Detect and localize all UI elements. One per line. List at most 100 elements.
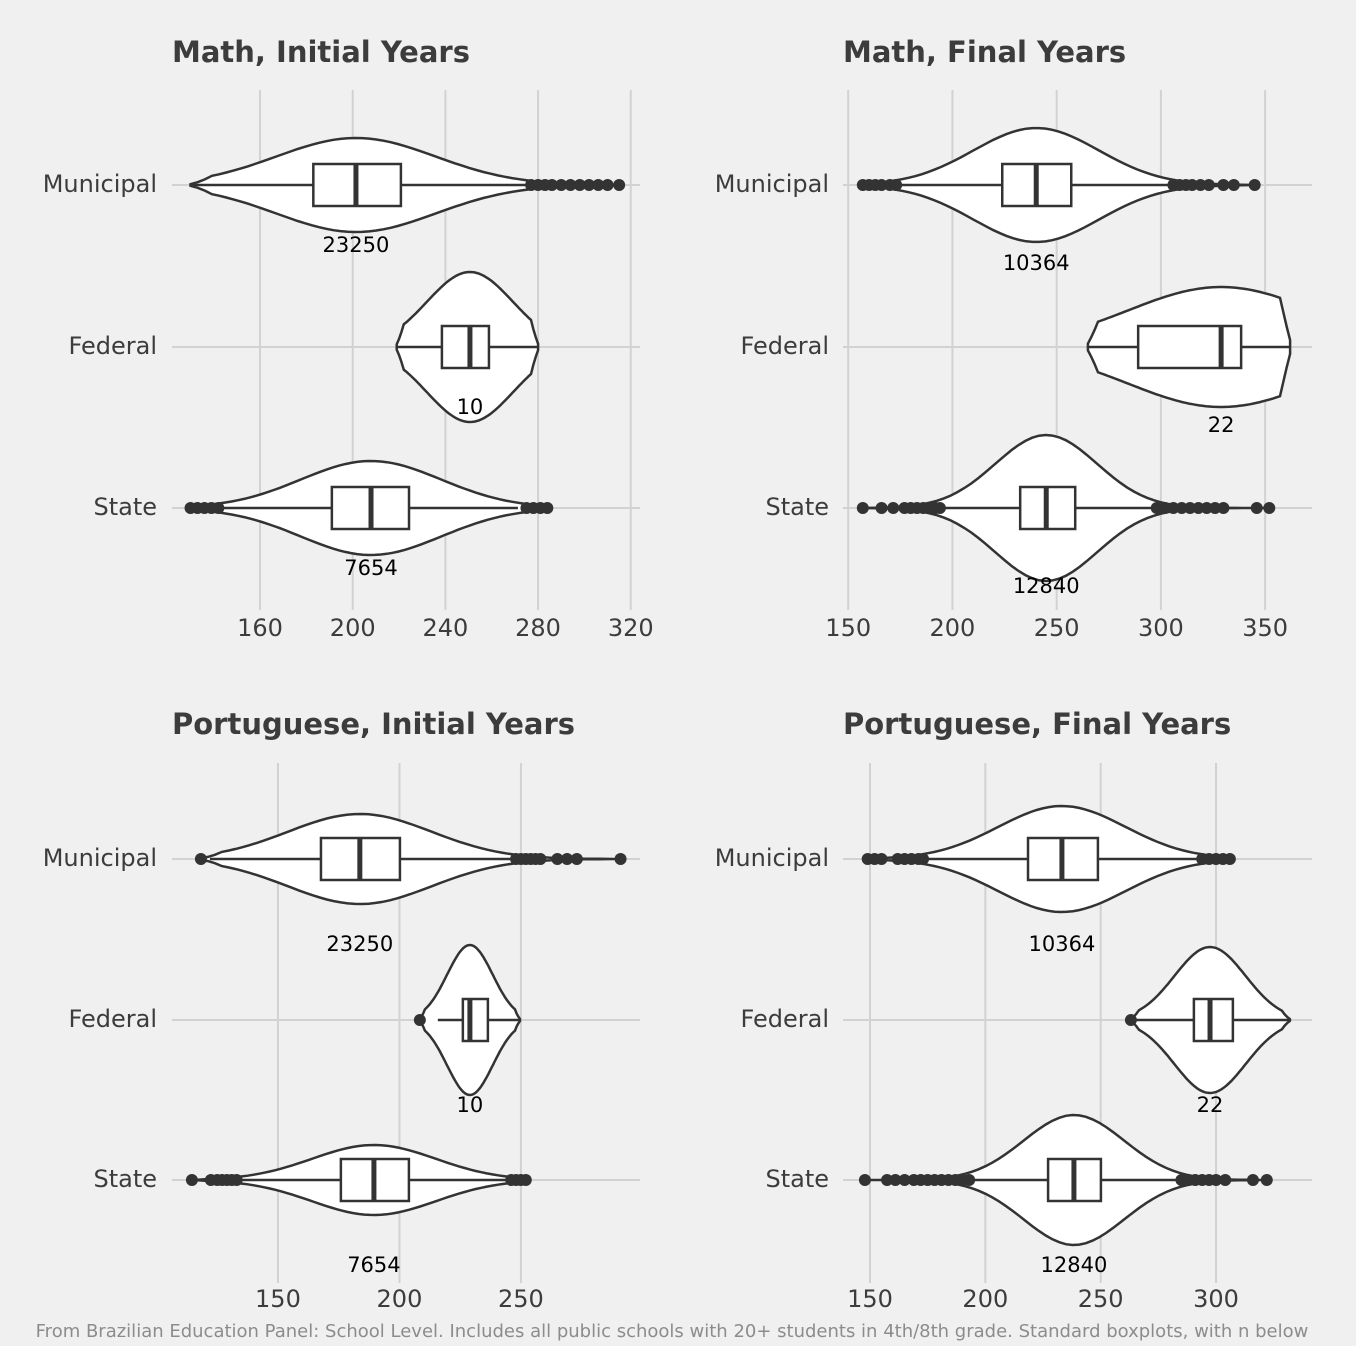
outlier [555,179,568,191]
outlier [875,853,888,865]
outlier [1167,502,1180,514]
x-tick-label: 200 [377,1285,423,1313]
outlier [963,1174,976,1186]
outlier [545,179,558,191]
panel-title: Portuguese, Final Years [843,707,1231,741]
outlier [1248,179,1261,191]
outlier [1184,502,1197,514]
x-tick-label: 320 [608,614,654,642]
outlier [613,179,626,191]
n-label: 22 [1197,1093,1224,1117]
x-tick-label: 300 [1193,1285,1239,1313]
n-label: 10 [457,395,484,419]
n-label: 10364 [1003,251,1070,275]
y-tick-label: Federal [69,332,158,360]
outlier [917,853,930,865]
outlier [1124,1014,1137,1026]
outlier [887,502,900,514]
n-label: 12840 [1041,1253,1108,1277]
outlier [541,502,554,514]
outlier [1192,502,1205,514]
outlier [1219,1174,1232,1186]
y-tick-label: State [765,1165,829,1193]
outlier [551,853,564,865]
outlier [889,1174,902,1186]
outlier [856,502,869,514]
outlier [519,1174,532,1186]
outlier [570,853,583,865]
outlier [875,179,888,191]
outlier [1217,179,1230,191]
y-tick-label: Federal [741,1005,830,1033]
outlier [1227,179,1240,191]
outlier [561,853,574,865]
outlier [1202,179,1215,191]
y-tick-label: State [93,1165,157,1193]
outlier [1263,502,1276,514]
x-tick-label: 150 [847,1285,893,1313]
x-tick-label: 200 [330,614,376,642]
box [1136,324,1243,370]
x-tick-label: 150 [825,614,871,642]
x-tick-label: 250 [1034,614,1080,642]
panel-title: Math, Initial Years [172,35,470,69]
outlier [212,502,225,514]
panel-title: Portuguese, Initial Years [172,707,575,741]
outlier [1210,1174,1223,1186]
outlier [898,1174,911,1186]
y-tick-label: Federal [741,332,830,360]
outlier [1194,179,1207,191]
x-tick-label: 200 [930,614,976,642]
x-tick-label: 300 [1138,614,1184,642]
outlier [573,179,586,191]
outlier [890,179,903,191]
n-label: 10364 [1029,932,1096,956]
n-label: 12840 [1013,574,1080,598]
n-label: 23250 [326,932,393,956]
outlier [875,502,888,514]
outlier [1159,502,1172,514]
y-tick-label: Federal [69,1005,158,1033]
box [461,997,490,1043]
x-tick-label: 240 [422,614,468,642]
n-label: 7654 [347,1253,400,1277]
caption: From Brazilian Education Panel: School L… [36,1321,1309,1342]
outlier [1209,502,1222,514]
outlier [1175,502,1188,514]
y-tick-label: State [93,493,157,521]
n-label: 7654 [344,556,397,580]
outlier [1223,853,1236,865]
x-tick-label: 350 [1242,614,1288,642]
n-label: 23250 [323,233,390,257]
n-label: 22 [1208,413,1235,437]
y-tick-label: Municipal [715,844,829,872]
box [1192,997,1235,1043]
panel-title: Math, Final Years [843,35,1126,69]
outlier [413,1014,426,1026]
outlier [933,502,946,514]
box [440,324,491,370]
x-tick-label: 200 [962,1285,1008,1313]
outlier [858,1174,871,1186]
outlier [1260,1174,1273,1186]
y-tick-label: Municipal [43,844,157,872]
outlier [1150,502,1163,514]
outlier [185,1174,198,1186]
outlier [881,1174,894,1186]
outlier [592,179,605,191]
outlier [564,179,577,191]
outlier [601,179,614,191]
x-tick-label: 280 [515,614,561,642]
x-tick-label: 150 [255,1285,301,1313]
outlier [583,179,596,191]
outlier [1217,502,1230,514]
outlier [230,1174,243,1186]
x-tick-label: 160 [237,614,283,642]
x-tick-label: 250 [1078,1285,1124,1313]
y-tick-label: Municipal [715,170,829,198]
y-tick-label: State [765,493,829,521]
outlier [534,853,547,865]
outlier [1250,502,1263,514]
n-label: 10 [457,1093,484,1117]
